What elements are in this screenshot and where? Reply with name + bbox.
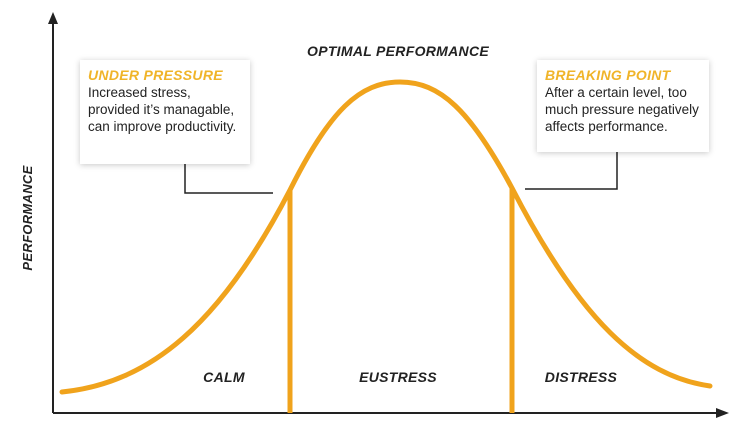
peak-label: OPTIMAL PERFORMANCE	[307, 43, 489, 59]
breaking-point-text: After a certain level, too much pressure…	[545, 85, 699, 134]
breaking-point-callout: BREAKING POINT After a certain level, to…	[537, 60, 709, 152]
zone-label-calm: CALM	[203, 369, 245, 385]
zone-label-eustress: EUSTRESS	[359, 369, 437, 385]
zone-label-distress: DISTRESS	[545, 369, 618, 385]
breaking-point-title: BREAKING POINT	[545, 67, 671, 83]
under-pressure-connector	[184, 164, 273, 194]
under-pressure-callout: UNDER PRESSURE Increased stress, provide…	[80, 60, 250, 164]
breaking-point-connector	[525, 152, 618, 190]
y-axis-label: PERFORMANCE	[20, 165, 35, 270]
x-axis-arrowhead	[716, 408, 729, 418]
under-pressure-title: UNDER PRESSURE	[88, 67, 223, 83]
under-pressure-text: Increased stress, provided it’s managabl…	[88, 85, 237, 134]
y-axis-arrowhead	[48, 12, 58, 24]
performance-curve	[59, 79, 713, 395]
